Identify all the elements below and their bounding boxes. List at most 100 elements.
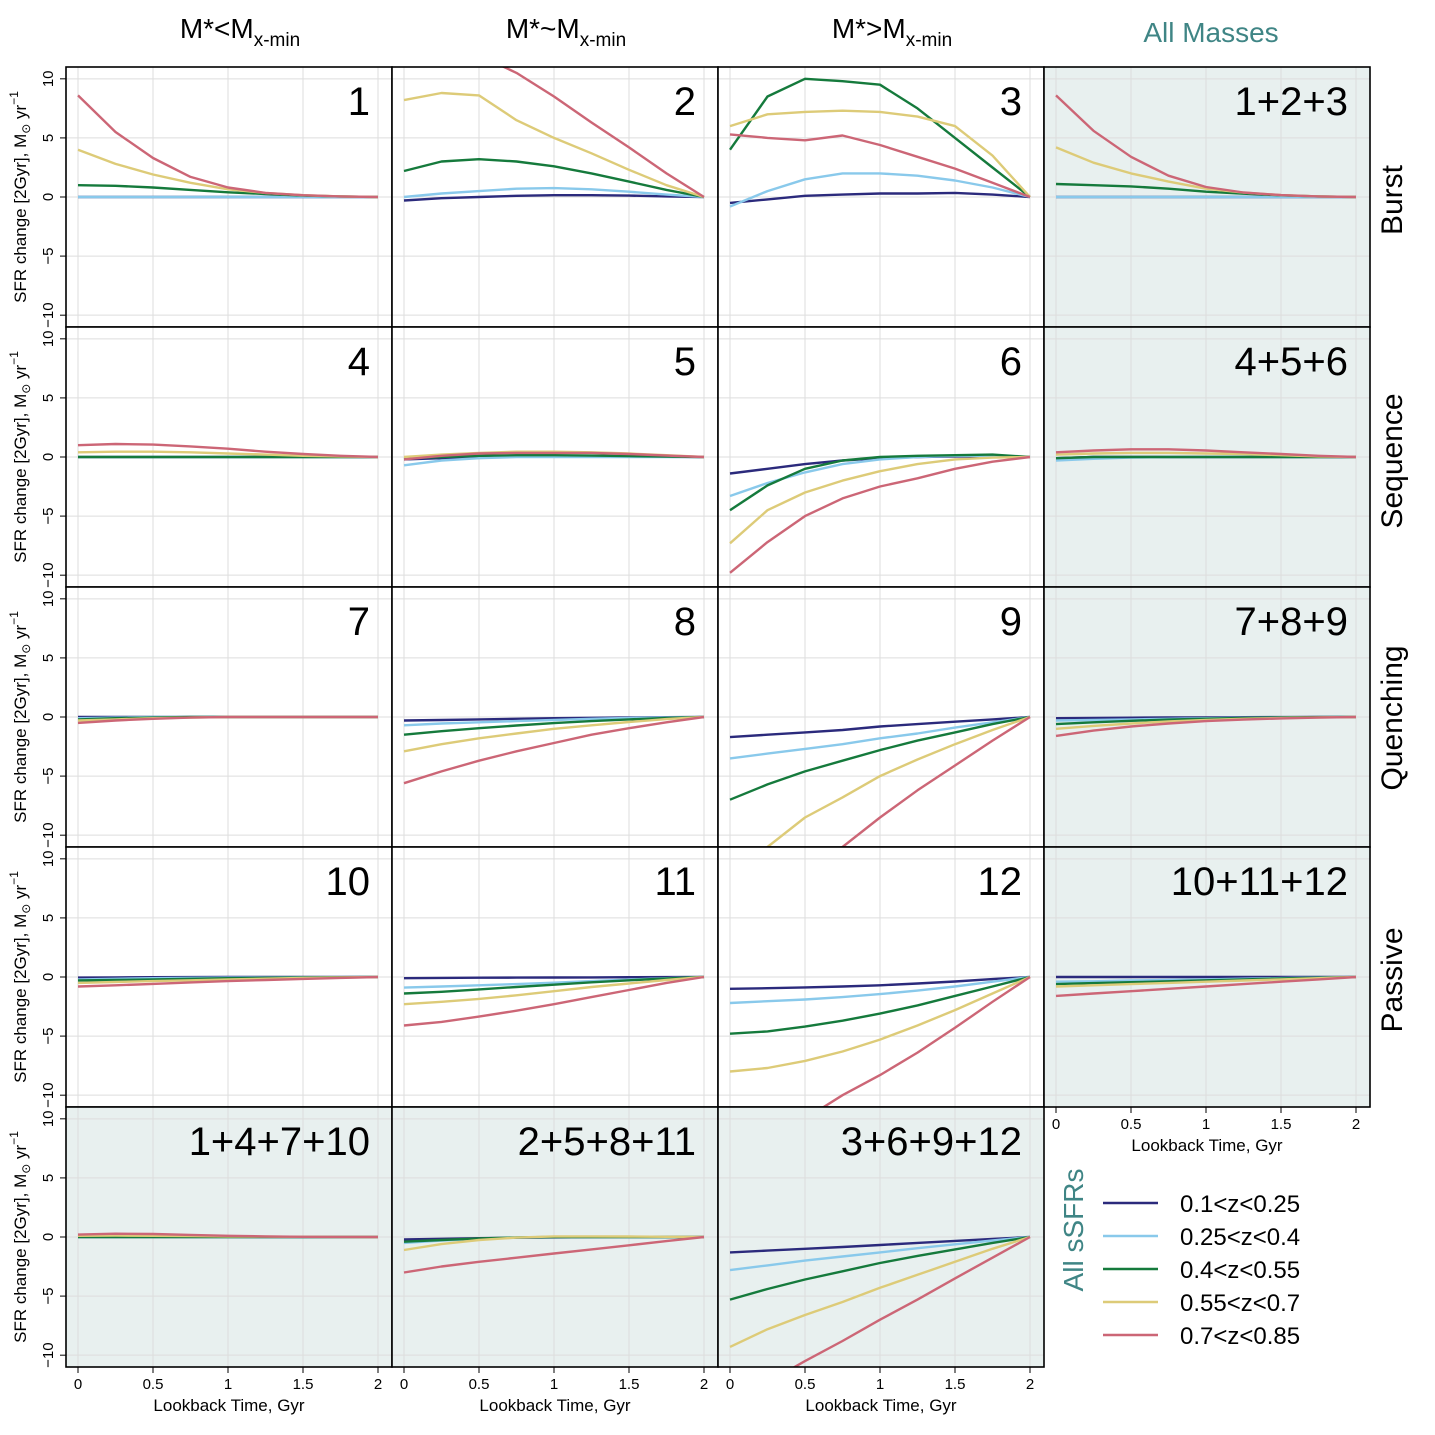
series-line-5 <box>729 455 1031 574</box>
panel-label: 1+4+7+10 <box>189 1120 370 1164</box>
x-tick-label: 1.5 <box>945 1376 966 1393</box>
y-tick-label: −5 <box>40 1028 57 1045</box>
series-line-5 <box>403 975 705 1027</box>
series-line-3 <box>403 454 705 460</box>
series-line-5 <box>792 1235 1031 1367</box>
y-tick-label: −10 <box>40 822 57 847</box>
series-line-5 <box>403 451 705 461</box>
x-tick-label: 0 <box>1052 1116 1060 1133</box>
x-axis-label: Lookback Time, Gyr <box>805 1396 957 1415</box>
y-axis-label: SFR change [2Gyr], M⊙ yr−1 <box>7 611 33 823</box>
series-line-2 <box>729 1235 1031 1272</box>
series-line-5 <box>501 67 705 199</box>
panel-17: 1+4+7+10 10 5 0 −5 −10 SFR change [2Gyr], M⊙ y… <box>7 1106 393 1415</box>
x-tick-label: 0 <box>400 1376 408 1393</box>
panel-label: 10 <box>326 860 371 904</box>
y-tick-label: −5 <box>40 508 57 525</box>
y-axis-label: SFR change [2Gyr], M⊙ yr−1 <box>7 871 33 1083</box>
legend: All sSFRs 0.1<z<0.25 0.25<z<0.4 0.4<z<0.55… <box>1058 1169 1300 1350</box>
series-line-4 <box>1055 975 1357 988</box>
panel-label: 4+5+6 <box>1235 340 1348 384</box>
series-line-1 <box>729 191 1031 205</box>
row-header-quenching: Quenching <box>1376 645 1409 790</box>
x-tick-label: 0 <box>74 1376 82 1393</box>
panel-frame <box>717 1106 1045 1368</box>
y-tick-label: 0 <box>40 973 57 981</box>
y-tick-label: 0 <box>40 713 57 721</box>
panel-12: 7+8+9 <box>1043 586 1371 848</box>
y-axis-label: SFR change [2Gyr], M⊙ yr−1 <box>7 91 33 303</box>
panel-label: 1+2+3 <box>1235 80 1348 124</box>
y-tick-label: 5 <box>40 654 57 662</box>
y-tick-label: 5 <box>40 394 57 402</box>
y-tick-label: 10 <box>40 1110 57 1127</box>
y-axis-label: SFR change [2Gyr], M⊙ yr−1 <box>7 1131 33 1343</box>
y-tick-label: −5 <box>40 1288 57 1305</box>
series-line-3 <box>403 975 705 995</box>
panel-label: 9 <box>1000 600 1022 644</box>
series-line-4 <box>729 1235 1031 1348</box>
panel-4: 1+2+3 <box>1043 66 1371 328</box>
legend-label: 0.7<z<0.85 <box>1180 1323 1300 1350</box>
series-line-5 <box>77 1232 379 1239</box>
x-tick-label: 2 <box>1352 1116 1360 1133</box>
row-header-burst: Burst <box>1376 164 1409 235</box>
panel-label: 2 <box>674 80 696 124</box>
y-tick-label: 10 <box>40 590 57 607</box>
series-line-1 <box>729 715 1031 739</box>
y-tick-label: 0 <box>40 453 57 461</box>
y-tick-label: −10 <box>40 562 57 587</box>
panel-label: 3+6+9+12 <box>841 1120 1022 1164</box>
y-tick-label: −5 <box>40 248 57 265</box>
panel-label: 4 <box>348 340 370 384</box>
panel-7: 6 <box>717 326 1045 588</box>
series-line-2 <box>729 172 1031 208</box>
y-tick-label: 5 <box>40 134 57 142</box>
panel-label: 8 <box>674 600 696 644</box>
series-line-5 <box>840 715 1031 847</box>
y-tick-label: 5 <box>40 1174 57 1182</box>
series-line-4 <box>729 455 1031 545</box>
x-tick-label: 1.5 <box>619 1376 640 1393</box>
series-line-5 <box>77 94 379 199</box>
panel-19: 3+6+9+12 0 0.5 1 1.5 2 Lookback Time, Gyr <box>717 1106 1045 1415</box>
x-tick-label: 1 <box>1202 1116 1210 1133</box>
series-line-5 <box>821 975 1031 1107</box>
x-tick-label: 1.5 <box>293 1376 314 1393</box>
panel-11: 9 <box>717 586 1045 848</box>
y-tick-label: −10 <box>40 1082 57 1107</box>
panel-label: 7+8+9 <box>1235 600 1348 644</box>
series-line-2 <box>729 715 1031 760</box>
panel-label: 11 <box>654 860 696 904</box>
legend-entries: 0.1<z<0.25 0.25<z<0.4 0.4<z<0.55 0.55<z<0.7… <box>1103 1191 1300 1350</box>
y-tick-label: 5 <box>40 914 57 922</box>
series-line-5 <box>77 442 379 459</box>
series-line-5 <box>77 975 379 988</box>
panel-16: 10+11+12 0 0.5 1 1.5 2 Lookback Time, Gyr <box>1043 846 1371 1155</box>
y-tick-label: −10 <box>40 1342 57 1367</box>
legend-label: 0.55<z<0.7 <box>1180 1290 1300 1317</box>
legend-label: 0.4<z<0.55 <box>1180 1257 1300 1284</box>
series-line-3 <box>729 1235 1031 1301</box>
legend-entry: 0.1<z<0.25 <box>1103 1191 1300 1218</box>
series-line-3 <box>729 715 1031 801</box>
panel-label: 10+11+12 <box>1171 860 1348 904</box>
legend-entry: 0.4<z<0.55 <box>1103 1257 1300 1284</box>
x-tick-label: 0.5 <box>1121 1116 1142 1133</box>
series-line-3 <box>729 975 1031 1035</box>
legend-entry: 0.7<z<0.85 <box>1103 1323 1300 1350</box>
panel-14: 11 <box>391 846 719 1108</box>
legend-label: 0.25<z<0.4 <box>1180 1224 1300 1251</box>
row-header-passive: Passive <box>1376 927 1409 1032</box>
series-line-1 <box>403 194 705 202</box>
series-line-4 <box>729 975 1031 1073</box>
panel-5: 4 10 5 0 −5 −10 SFR change [2Gyr], M⊙ yr−1 <box>7 326 393 588</box>
y-tick-label: −10 <box>40 302 57 327</box>
series-line-5 <box>1055 94 1357 199</box>
panel-label: 2+5+8+11 <box>518 1120 696 1164</box>
x-axis-label: Lookback Time, Gyr <box>479 1396 631 1415</box>
panel-6: 5 <box>391 326 719 588</box>
y-tick-label: 10 <box>40 70 57 87</box>
